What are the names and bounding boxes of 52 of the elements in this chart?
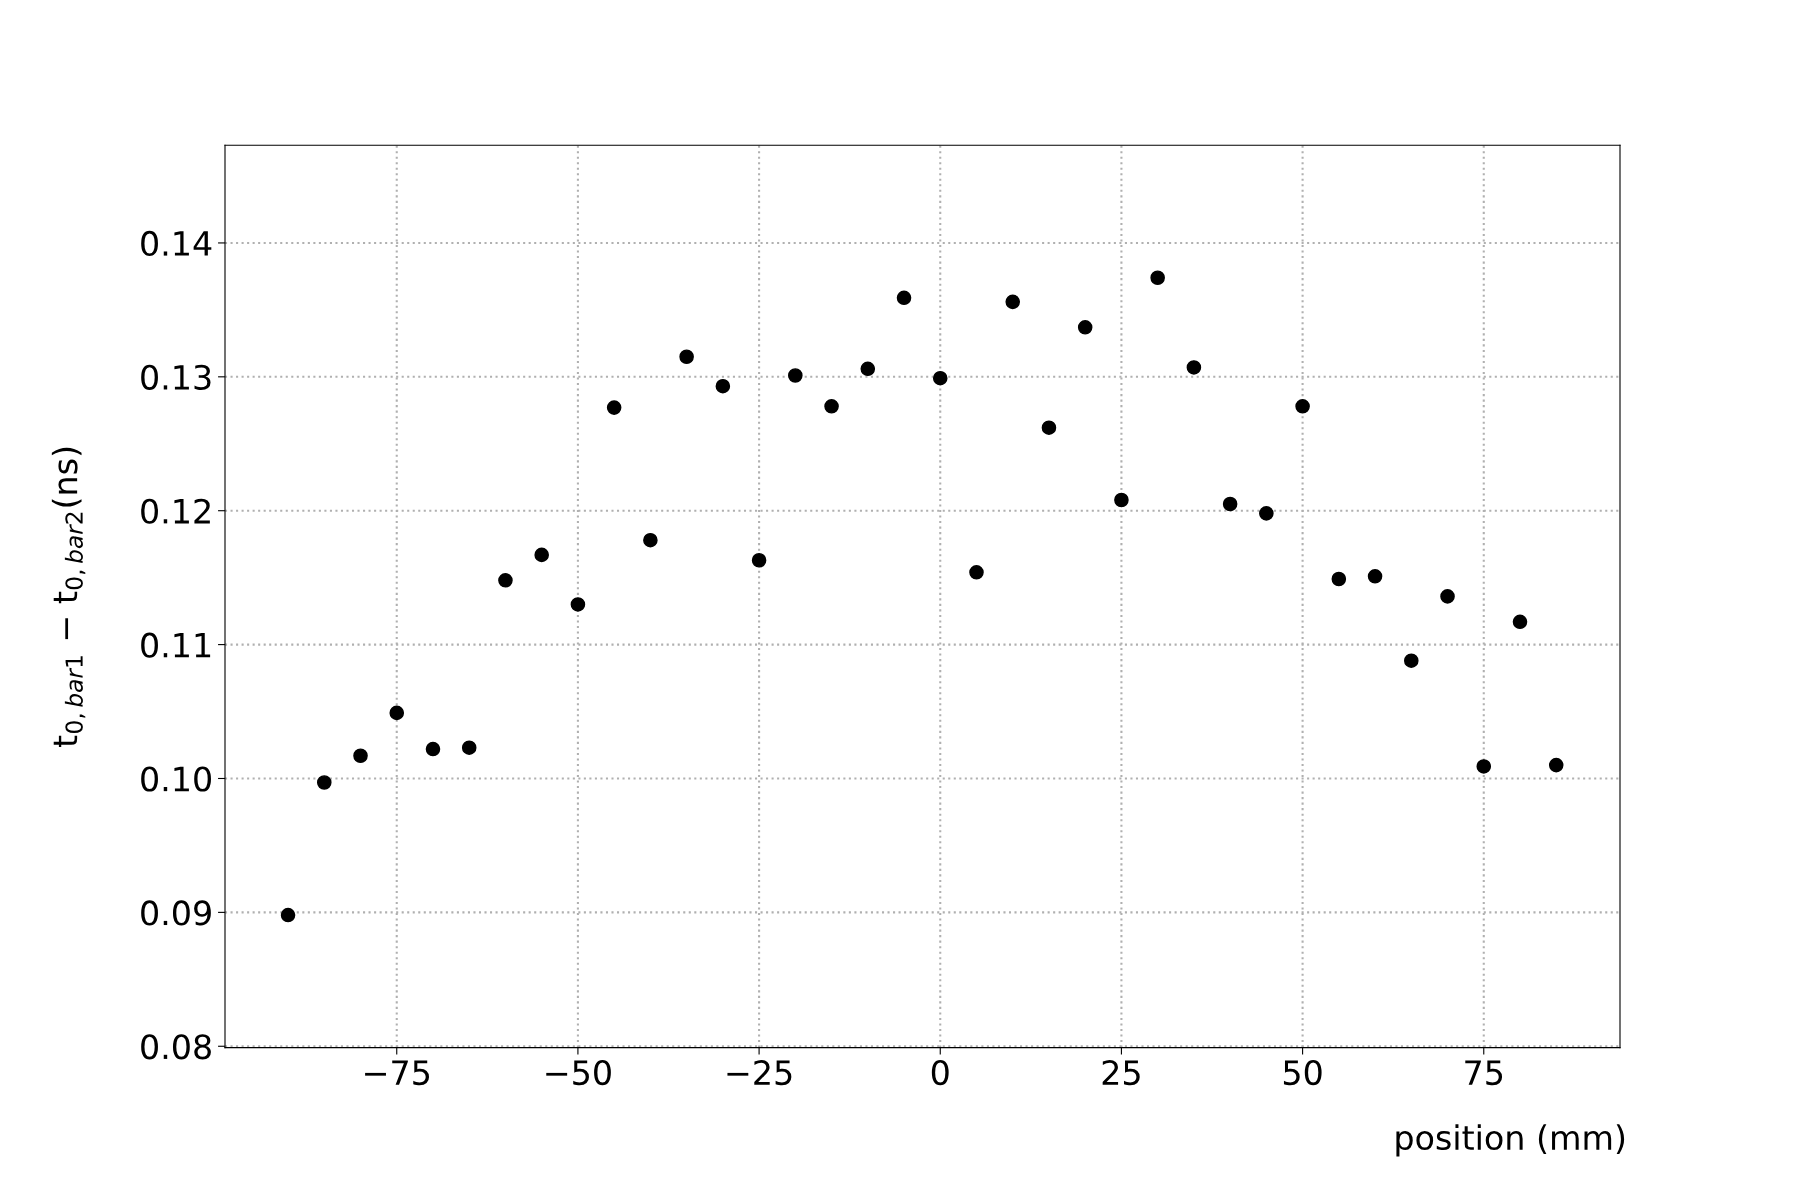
point xyxy=(1077,320,1093,335)
y-tick-label: 0.08 xyxy=(141,1034,211,1060)
x-tick-label: 50 xyxy=(1283,1059,1322,1086)
y-tick-label: 0.09 xyxy=(141,900,211,926)
point xyxy=(425,741,441,757)
point xyxy=(498,573,513,588)
point xyxy=(643,532,658,548)
y-tick-label: 0.12 xyxy=(141,498,210,524)
point xyxy=(1114,492,1129,508)
point xyxy=(280,907,296,923)
point xyxy=(1259,506,1274,521)
point xyxy=(1404,653,1419,668)
point xyxy=(1005,294,1021,310)
point xyxy=(1512,614,1528,630)
point xyxy=(932,370,948,386)
point xyxy=(606,400,622,415)
y-tick-label: 0.11 xyxy=(141,632,211,658)
point xyxy=(679,349,694,365)
point xyxy=(1548,757,1564,773)
point xyxy=(788,368,803,383)
point xyxy=(353,748,368,764)
point xyxy=(1150,270,1165,286)
point xyxy=(751,552,767,568)
x-tick-label: −25 xyxy=(727,1059,792,1086)
point xyxy=(1367,569,1383,584)
point xyxy=(1222,496,1238,512)
point xyxy=(1295,398,1310,414)
y-tick-label: 0.14 xyxy=(141,230,212,257)
point xyxy=(896,290,912,306)
point xyxy=(461,740,477,755)
point xyxy=(969,565,984,580)
point xyxy=(316,775,332,790)
y-axis-title: t$_{0,bar1}$ − t$_{0,bar2}$(ns) xyxy=(51,447,86,747)
y-tick-label: 0.13 xyxy=(141,364,211,390)
point xyxy=(1186,360,1202,375)
point xyxy=(570,597,586,612)
point xyxy=(824,398,839,414)
point xyxy=(1041,420,1057,435)
point xyxy=(389,705,405,721)
y-tick-label: 0.10 xyxy=(141,766,211,792)
x-tick-label: −50 xyxy=(546,1059,611,1086)
point xyxy=(860,361,876,377)
point xyxy=(715,378,731,394)
x-tick-label: 25 xyxy=(1102,1059,1140,1086)
point xyxy=(1476,759,1492,774)
x-tick-label: −75 xyxy=(365,1060,430,1086)
x-tick-label: 0 xyxy=(931,1059,949,1086)
point xyxy=(1331,571,1347,587)
x-tick-label: 75 xyxy=(1465,1060,1503,1086)
point xyxy=(1440,589,1455,604)
x-axis-title: position (mm) xyxy=(1396,1124,1625,1157)
point xyxy=(534,547,549,563)
